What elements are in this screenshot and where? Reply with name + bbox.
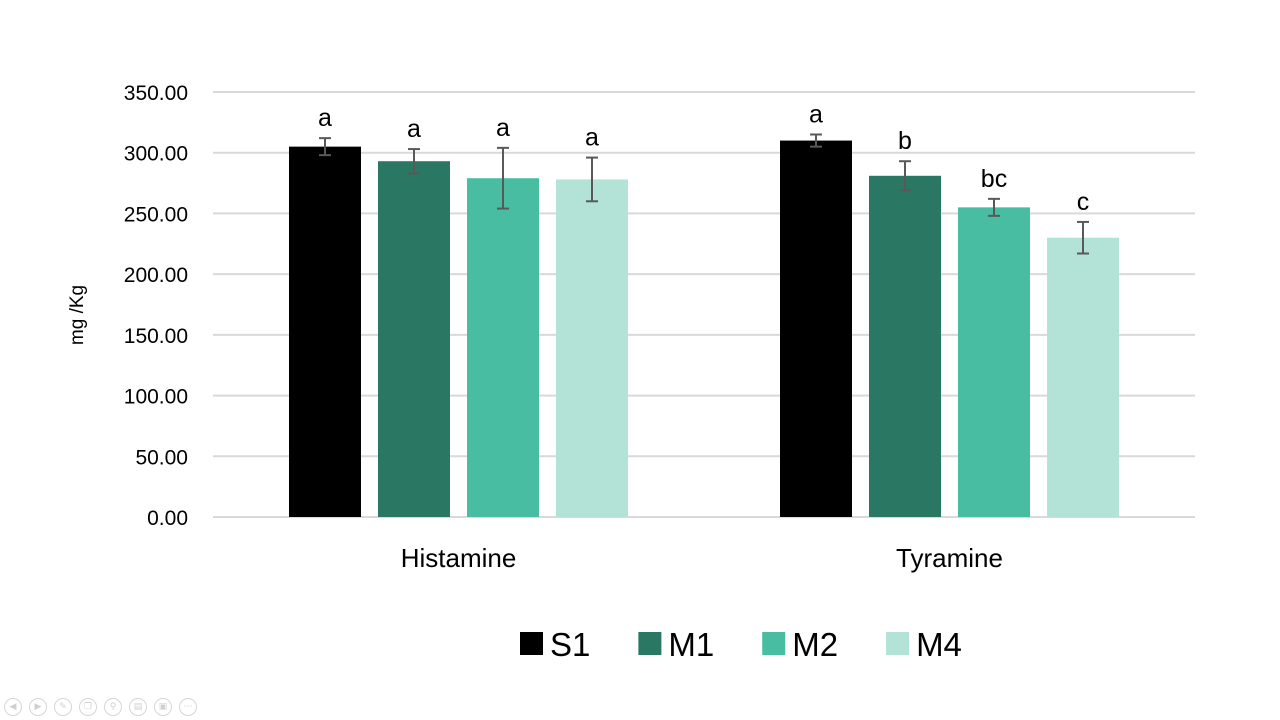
significance-label: a [318, 104, 332, 132]
y-tick-label: 300.00 [124, 143, 188, 166]
significance-label: a [496, 114, 510, 142]
error-bars [319, 133, 1089, 255]
x-axis-category-labels: Histamine Tyramine [401, 543, 1003, 573]
legend-label: M2 [792, 626, 838, 663]
legend-swatch-m2 [762, 632, 786, 655]
bar-m2-histamine [467, 178, 539, 517]
slideshow-controls: ◀ ▶ ✎ ❐ ⚲ ▤ ▣ ⋯ [4, 698, 197, 716]
significance-label: a [407, 115, 421, 143]
zoom-icon[interactable]: ⚲ [104, 698, 122, 716]
significance-label: b [898, 127, 912, 155]
hide-icon[interactable]: ▣ [154, 698, 172, 716]
bar-s1-histamine [289, 146, 361, 517]
y-tick-label: 50.00 [135, 446, 188, 469]
pen-icon[interactable]: ✎ [54, 698, 72, 716]
bar-m1-tyramine [869, 175, 941, 518]
y-tick-label: 100.00 [124, 386, 188, 409]
y-tick-label: 250.00 [124, 203, 188, 226]
y-tick-label: 150.00 [124, 325, 188, 348]
bars [289, 140, 1119, 518]
legend-label: M1 [668, 626, 714, 663]
y-axis-label: mg /Kg [67, 285, 88, 345]
bar-s1-tyramine [780, 140, 852, 518]
previous-icon[interactable]: ◀ [4, 698, 22, 716]
copy-icon[interactable]: ❐ [79, 698, 97, 716]
y-tick-label: 350.00 [124, 82, 188, 105]
bar-m2-tyramine [958, 207, 1030, 517]
more-icon[interactable]: ⋯ [179, 698, 197, 716]
y-tick-label: 0.00 [147, 507, 188, 530]
legend-label: S1 [550, 626, 590, 663]
legend-label: M4 [916, 626, 962, 663]
legend-swatch-m4 [886, 632, 910, 655]
legend-swatch-s1 [520, 632, 543, 655]
subtitles-icon[interactable]: ▤ [129, 698, 147, 716]
significance-label: bc [981, 165, 1007, 193]
legend: S1 M1 M2 M4 [520, 626, 962, 663]
y-axis-tick-labels: 0.00 50.00 100.00 150.00 200.00 250.00 300.00 3… [124, 82, 188, 530]
bar-m1-histamine [378, 161, 450, 517]
next-icon[interactable]: ▶ [29, 698, 47, 716]
significance-label: a [809, 101, 823, 129]
legend-swatch-m1 [638, 632, 662, 655]
gridlines [213, 91, 1195, 518]
bar-m4-tyramine [1047, 237, 1119, 517]
significance-label: a [585, 124, 599, 152]
bar-m4-histamine [556, 179, 628, 517]
significance-labels: a a a a a b bc c [318, 101, 1089, 216]
y-tick-label: 200.00 [124, 264, 188, 287]
significance-label: c [1077, 188, 1090, 216]
category-label: Histamine [401, 543, 517, 573]
category-label: Tyramine [896, 543, 1003, 573]
